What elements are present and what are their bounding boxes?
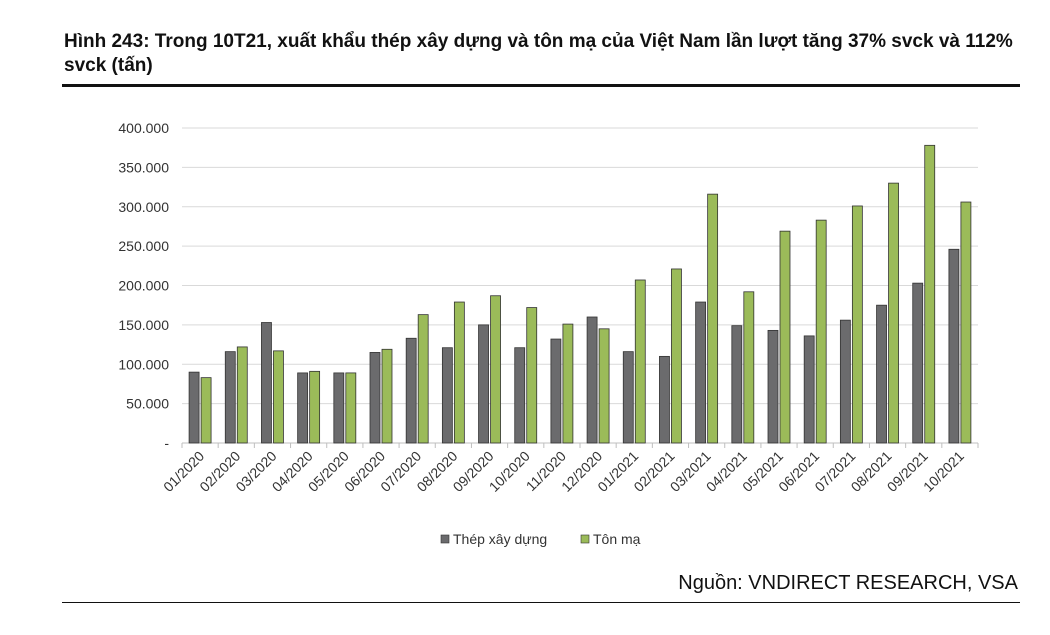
bar-thep-xay-dung <box>478 324 489 444</box>
y-tick-label: 200.000 <box>118 278 169 294</box>
y-tick-label: 250.000 <box>118 238 169 254</box>
figure-title: Hình 243: Trong 10T21, xuất khẩu thép xâ… <box>64 31 1013 76</box>
bar-thep-xay-dung <box>188 371 200 444</box>
bar-thep-xay-dung <box>405 337 417 444</box>
y-tick-label: 50.000 <box>126 396 169 412</box>
bar-ton-ma <box>671 268 682 444</box>
legend-swatch <box>580 534 590 544</box>
bar-thep-xay-dung <box>839 319 851 444</box>
y-tick-label: 300.000 <box>118 199 169 215</box>
bar-ton-ma <box>707 193 719 444</box>
bar-ton-ma <box>851 205 863 444</box>
bar-thep-xay-dung <box>767 329 779 444</box>
bar-ton-ma <box>345 372 357 444</box>
bar-thep-xay-dung <box>659 355 670 444</box>
bar-ton-ma <box>417 314 429 444</box>
bar-ton-ma <box>924 144 936 444</box>
bar-thep-xay-dung <box>731 325 743 444</box>
source-note: Nguồn: VNDIRECT RESEARCH, VSA <box>678 572 1018 594</box>
bottom-rule <box>62 602 1020 603</box>
bar-ton-ma <box>815 219 827 444</box>
bar-thep-xay-dung <box>550 338 562 444</box>
bar-ton-ma <box>960 201 972 444</box>
x-tick-label: 10/2020 <box>486 448 533 495</box>
bar-thep-xay-dung <box>803 335 815 444</box>
bar-thep-xay-dung <box>912 282 924 444</box>
bar-ton-ma <box>309 370 321 444</box>
bar-thep-xay-dung <box>224 351 236 444</box>
bar-thep-xay-dung <box>586 316 598 444</box>
bar-thep-xay-dung <box>369 352 381 444</box>
bar-ton-ma <box>888 182 899 444</box>
y-tick-label: 350.000 <box>118 159 169 175</box>
bar-thep-xay-dung <box>297 372 309 444</box>
bar-ton-ma <box>598 328 610 444</box>
title-rule <box>62 84 1020 87</box>
bar-thep-xay-dung <box>876 304 887 444</box>
bar-ton-ma <box>779 230 791 444</box>
legend-label: Thép xây dựng <box>453 531 547 547</box>
bar-thep-xay-dung <box>948 248 960 444</box>
bar-thep-xay-dung <box>333 372 345 444</box>
y-tick-label: 150.000 <box>118 317 169 333</box>
bar-ton-ma <box>490 295 501 444</box>
y-tick-label: 400.000 <box>118 120 169 136</box>
bar-ton-ma <box>236 346 248 444</box>
bar-ton-ma <box>634 279 646 444</box>
bar-thep-xay-dung <box>441 347 453 444</box>
bar-ton-ma <box>453 301 465 444</box>
legend-swatch <box>440 534 450 544</box>
bar-thep-xay-dung <box>695 301 707 444</box>
bar-ton-ma <box>273 350 284 444</box>
legend-label: Tôn mạ <box>593 531 641 547</box>
x-tick-label: 10/2021 <box>920 448 967 495</box>
y-tick-label: - <box>164 435 169 451</box>
bar-thep-xay-dung <box>622 351 634 444</box>
bar-ton-ma <box>562 323 574 444</box>
bar-ton-ma <box>200 377 212 444</box>
bar-ton-ma <box>743 291 755 444</box>
bar-thep-xay-dung <box>261 322 272 444</box>
bar-ton-ma <box>381 348 393 444</box>
bar-ton-ma <box>526 307 538 444</box>
bar-thep-xay-dung <box>514 347 526 444</box>
y-tick-label: 100.000 <box>118 356 169 372</box>
